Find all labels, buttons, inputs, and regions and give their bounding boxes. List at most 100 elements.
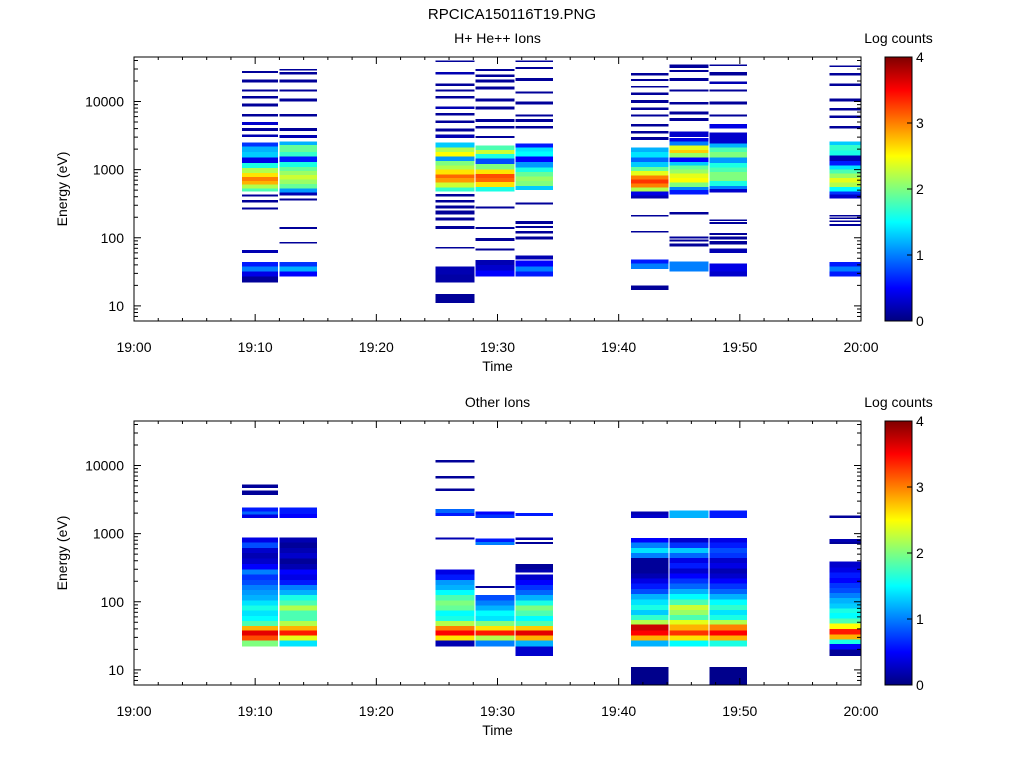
- top-cell-4-13: [515, 167, 554, 173]
- top-cell-7-10: [709, 181, 748, 186]
- top-cell-0-7: [241, 194, 279, 197]
- bottom-cell-4-20: [515, 513, 554, 517]
- bottom-cell-0-14: [241, 569, 279, 575]
- top-cell-8-3: [829, 223, 861, 226]
- bottom-cell-4-14: [515, 574, 554, 580]
- top-xtick-label: 20:00: [843, 339, 878, 355]
- bottom-cell-0-22: [241, 511, 279, 515]
- bottom-cell-0-18: [241, 547, 279, 553]
- top-cell-6-23: [669, 89, 709, 92]
- bottom-cell-0-21: [241, 514, 279, 518]
- bottom-cell-6-14: [669, 568, 709, 574]
- bottom-cell-0-15: [241, 563, 279, 570]
- bottom-xtick-label: 19:00: [116, 703, 151, 719]
- top-cell-1-15: [279, 152, 317, 157]
- top-cell-3-20: [475, 106, 515, 110]
- bottom-cell-3-6: [475, 610, 515, 616]
- top-cell-0-19: [241, 134, 279, 138]
- bottom-cell-0-1: [241, 635, 279, 641]
- bottom-cell-8-11: [829, 592, 861, 599]
- top-cell-6-25: [669, 70, 709, 73]
- top-cell-4-22: [515, 101, 554, 105]
- top-cell-4-18: [515, 143, 554, 148]
- bottom-cell-7-9: [709, 604, 748, 610]
- top-cell-5-14: [630, 157, 669, 162]
- top-cell-1-2: [279, 262, 317, 267]
- bottom-cell-2-1: [435, 635, 475, 641]
- bottom-cell-4-18: [515, 542, 554, 545]
- bottom-colorbar-tick-label: 1: [916, 611, 924, 627]
- bottom-cell-5-23: [630, 514, 669, 518]
- top-cell-6-8: [669, 177, 709, 183]
- top-cell-5-20: [630, 114, 669, 117]
- bottom-cell-5-6: [630, 619, 669, 625]
- top-cell-3-15: [475, 149, 515, 154]
- top-cell-1-16: [279, 144, 317, 153]
- bottom-cell-5-22: [630, 538, 669, 543]
- top-cell-3-0: [475, 270, 515, 277]
- bottom-cell-2-3: [435, 626, 475, 631]
- top-cell-5-15: [630, 152, 669, 158]
- top-cell-4-8: [515, 202, 554, 205]
- bottom-cell-5-8: [630, 609, 669, 615]
- bottom-cell-7-11: [709, 594, 748, 600]
- top-xtick-label: 19:30: [480, 339, 515, 355]
- top-cell-5-0: [630, 285, 669, 291]
- top-cell-3-24: [475, 74, 515, 77]
- bottom-xtick-label: 19:50: [722, 703, 757, 719]
- bottom-cell-4-7: [515, 610, 554, 616]
- top-cell-5-24: [630, 85, 669, 88]
- bottom-cell-2-11: [435, 585, 475, 591]
- top-cell-2-5: [435, 217, 475, 221]
- top-cell-1-23: [279, 79, 317, 83]
- bottom-cell-7-22: [709, 538, 748, 543]
- top-cell-7-23: [709, 89, 748, 92]
- top-cell-2-20: [435, 142, 475, 148]
- bottom-cell-1-7: [279, 605, 317, 611]
- top-ytick-label: 10000: [85, 94, 124, 110]
- top-cell-4-19: [515, 125, 554, 129]
- bottom-xtick-label: 20:00: [843, 703, 878, 719]
- top-cell-8-7: [829, 194, 861, 199]
- top-cell-8-2: [829, 262, 861, 267]
- top-cell-8-4: [829, 220, 861, 223]
- top-cell-8-13: [829, 169, 861, 174]
- top-cell-5-13: [630, 161, 669, 167]
- bottom-cell-4-15: [515, 569, 554, 573]
- top-cell-6-26: [669, 64, 709, 69]
- bottom-cell-8-8: [829, 608, 861, 614]
- top-cell-0-22: [241, 113, 279, 117]
- top-panel-title: H+ He++ Ions: [454, 30, 541, 46]
- top-cell-2-13: [435, 174, 475, 179]
- bottom-cell-7-4: [709, 630, 748, 636]
- top-cell-0-16: [241, 152, 279, 158]
- top-cell-0-13: [241, 168, 279, 173]
- top-cell-0-10: [241, 181, 279, 185]
- top-cell-6-3: [669, 236, 709, 239]
- bottom-cell-8-2: [829, 639, 861, 644]
- top-colorbar-tick-label: 3: [916, 115, 924, 131]
- bottom-cell-1-4: [279, 621, 317, 627]
- bottom-cell-6-5: [669, 614, 709, 620]
- top-cell-6-1: [669, 243, 709, 247]
- top-cell-5-21: [630, 107, 669, 111]
- top-cell-5-4: [630, 215, 669, 217]
- top-cell-2-0: [435, 293, 475, 304]
- bottom-cell-7-19: [709, 552, 748, 558]
- bottom-cell-1-8: [279, 600, 317, 606]
- top-cell-5-1: [630, 263, 669, 269]
- bottom-cell-2-18: [435, 488, 475, 492]
- top-cell-8-6: [829, 215, 861, 217]
- bottom-cell-1-20: [279, 537, 317, 543]
- top-cell-4-20: [515, 119, 554, 123]
- figure-title: RPCICA150116T19.PNG: [427, 6, 597, 23]
- top-cell-2-19: [435, 147, 475, 153]
- bottom-cell-5-1: [630, 667, 669, 670]
- top-cell-3-23: [475, 79, 515, 83]
- top-cell-2-23: [435, 120, 475, 124]
- top-cell-3-10: [475, 173, 515, 178]
- bottom-cell-5-0: [630, 669, 669, 685]
- bottom-cell-6-3: [669, 624, 709, 631]
- bottom-cell-6-0: [669, 640, 709, 647]
- bottom-cell-8-4: [829, 628, 861, 635]
